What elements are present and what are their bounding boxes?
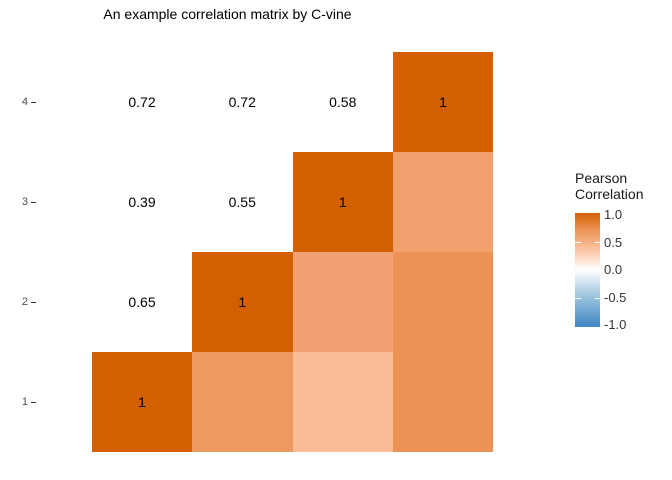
heatmap-tile xyxy=(292,352,393,452)
heatmap-tile xyxy=(393,352,493,452)
cell-value-label: 1 xyxy=(138,394,146,410)
colorbar-tick-mark xyxy=(594,269,600,271)
colorbar-tick-label: 0.0 xyxy=(604,262,623,278)
heatmap-tile: 1 xyxy=(393,52,493,152)
y-axis-tick xyxy=(31,202,36,203)
y-axis-tick xyxy=(31,102,36,103)
heatmap-tile: 1 xyxy=(92,352,192,452)
cell-value-label: 0.55 xyxy=(228,194,256,210)
colorbar-tick-label: 1.0 xyxy=(604,207,623,222)
colorbar-gradient xyxy=(575,213,600,327)
legend-title: Pearson Correlation xyxy=(575,170,670,202)
y-axis-label: 4 xyxy=(21,96,28,108)
colorbar-tick-mark xyxy=(575,241,581,243)
heatmap-tile xyxy=(292,252,393,352)
y-axis-label: 1 xyxy=(21,396,28,408)
legend: Pearson Correlation 1.0 0.5 0.0 -0.5 -1.0 xyxy=(575,170,670,331)
cell-value-label: 1 xyxy=(439,94,447,110)
colorbar-tick-label: -1.0 xyxy=(604,317,627,333)
colorbar-tick-mark xyxy=(575,297,581,299)
cell-value-label: 0.39 xyxy=(128,194,156,210)
plot-title: An example correlation matrix by C-vine xyxy=(103,6,352,22)
heatmap-tile: 1 xyxy=(192,252,293,352)
heatmap-tile: 1 xyxy=(292,152,393,252)
y-axis-label: 2 xyxy=(21,296,28,308)
colorbar-tick-label: -0.5 xyxy=(604,289,627,305)
y-axis-tick xyxy=(31,302,36,303)
colorbar-tick-mark xyxy=(594,297,600,299)
colorbar-tick-mark xyxy=(575,269,581,271)
heatmap-tile xyxy=(393,252,493,352)
colorbar-tick-label: 0.5 xyxy=(604,234,623,250)
cell-value-label: 0.72 xyxy=(228,94,256,110)
legend-title-line-1: Pearson xyxy=(575,170,628,186)
cell-value-label: 0.65 xyxy=(128,294,156,310)
heatmap-tile xyxy=(192,352,293,452)
cell-value-label: 1 xyxy=(338,194,347,210)
legend-title-line-2: Correlation xyxy=(575,186,644,202)
cell-value-label: 1 xyxy=(238,294,247,310)
cell-value-label: 0.72 xyxy=(128,94,156,110)
y-axis-label: 3 xyxy=(21,196,28,208)
colorbar-tick-mark xyxy=(594,241,600,243)
heatmap-tile xyxy=(393,152,493,252)
cell-value-label: 0.58 xyxy=(329,94,357,110)
y-axis-tick xyxy=(31,402,36,403)
